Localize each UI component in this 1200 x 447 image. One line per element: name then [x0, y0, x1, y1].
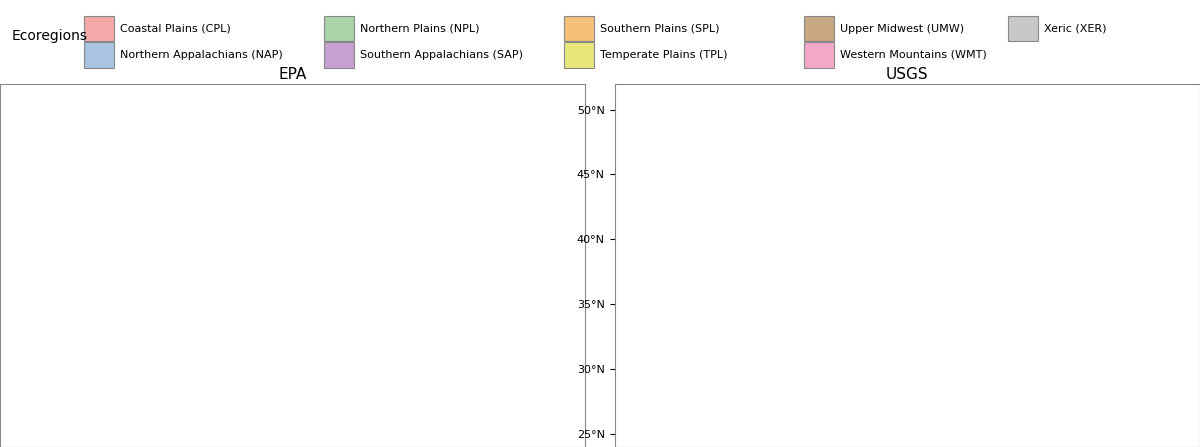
Text: Northern Appalachians (NAP): Northern Appalachians (NAP): [120, 50, 283, 60]
Text: Western Mountains (WMT): Western Mountains (WMT): [840, 50, 986, 60]
FancyBboxPatch shape: [324, 16, 354, 42]
Title: EPA: EPA: [278, 67, 307, 82]
Text: Xeric (XER): Xeric (XER): [1044, 24, 1106, 34]
FancyBboxPatch shape: [804, 42, 834, 67]
FancyBboxPatch shape: [84, 16, 114, 42]
FancyBboxPatch shape: [564, 42, 594, 67]
Text: Upper Midwest (UMW): Upper Midwest (UMW): [840, 24, 964, 34]
Text: Coastal Plains (CPL): Coastal Plains (CPL): [120, 24, 230, 34]
Text: Southern Appalachians (SAP): Southern Appalachians (SAP): [360, 50, 523, 60]
Title: USGS: USGS: [886, 67, 929, 82]
Text: Temperate Plains (TPL): Temperate Plains (TPL): [600, 50, 727, 60]
FancyBboxPatch shape: [804, 16, 834, 42]
FancyBboxPatch shape: [564, 16, 594, 42]
Text: Southern Plains (SPL): Southern Plains (SPL): [600, 24, 720, 34]
FancyBboxPatch shape: [324, 42, 354, 67]
FancyBboxPatch shape: [84, 42, 114, 67]
Text: Northern Plains (NPL): Northern Plains (NPL): [360, 24, 480, 34]
Text: Ecoregions: Ecoregions: [12, 30, 88, 43]
FancyBboxPatch shape: [1008, 16, 1038, 42]
